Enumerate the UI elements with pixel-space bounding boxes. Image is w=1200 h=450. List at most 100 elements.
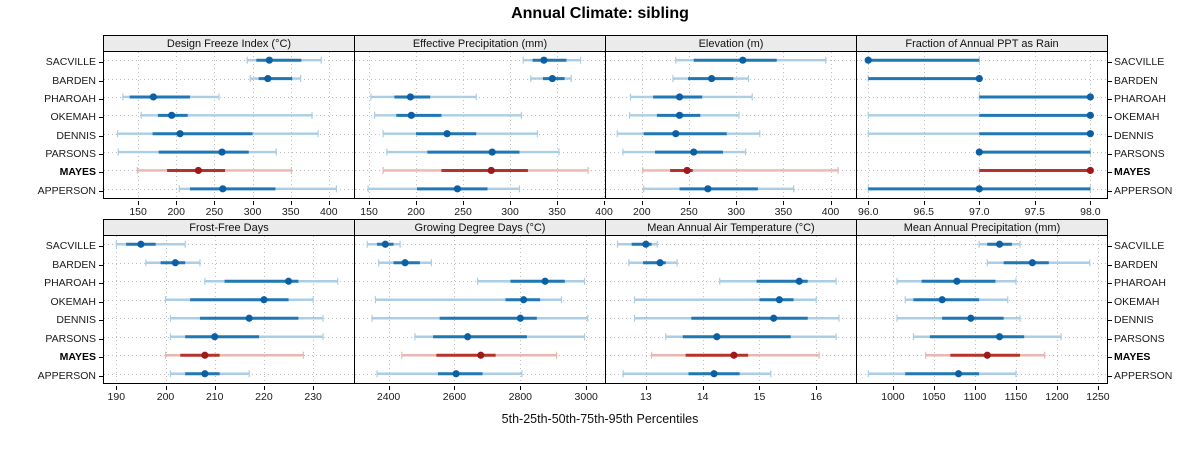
median-dot: [656, 259, 664, 267]
station-label-left: PHAROAH: [44, 92, 96, 105]
x-tick: [642, 201, 643, 205]
x-tick: [369, 201, 370, 205]
median-dot: [683, 166, 691, 175]
median-dot: [672, 130, 680, 138]
median-dot: [137, 240, 145, 248]
station-label-right: PARSONS: [1114, 148, 1165, 161]
x-tick-label: 300: [501, 206, 519, 218]
median-dot: [245, 314, 253, 322]
panel-border: [103, 51, 355, 199]
y-tick-right: [1108, 136, 1112, 137]
x-tick-label: 190: [107, 391, 126, 403]
median-dot: [260, 296, 268, 304]
station-label-left: PARSONS: [45, 148, 96, 161]
x-tick: [586, 386, 587, 390]
x-tick: [313, 386, 314, 390]
x-tick-label: 15: [753, 391, 766, 403]
median-dot: [967, 314, 975, 322]
panel-header: Frost-Free Days: [103, 219, 355, 236]
median-dot: [1028, 259, 1036, 267]
y-tick-left: [99, 339, 103, 340]
median-dot: [995, 240, 1004, 248]
median-dot: [381, 240, 389, 248]
station-label-right: DENNIS: [1114, 314, 1154, 327]
x-tick-label: 13: [640, 391, 652, 403]
median-dot: [520, 296, 528, 304]
x-tick-label: 220: [255, 391, 273, 403]
station-label-left: MAYES: [59, 166, 96, 179]
station-label-left: PARSONS: [45, 332, 96, 345]
x-tick: [215, 386, 216, 390]
panel-plot: [605, 51, 857, 199]
x-tick: [646, 386, 647, 390]
median-dot: [541, 277, 549, 285]
station-label-right: OKEMAH: [1114, 295, 1160, 308]
station-label-left: OKEMAH: [50, 111, 96, 124]
station-label-left: APPERSON: [37, 369, 96, 382]
panel-border: [103, 235, 355, 384]
x-tick-label: 1000: [881, 391, 905, 403]
median-dot: [642, 240, 650, 248]
y-tick-left: [99, 154, 103, 155]
x-tick: [736, 201, 737, 205]
panel-header: Mean Annual Precipitation (mm): [856, 219, 1108, 236]
panel-border: [354, 235, 606, 384]
x-tick-label: 150: [129, 206, 147, 218]
station-label-right: MAYES: [1114, 351, 1151, 364]
panel-header: Design Freeze Index (°C): [103, 35, 355, 52]
x-tick-label: 250: [680, 206, 698, 218]
y-tick-right: [1108, 339, 1112, 340]
median-dot: [194, 166, 202, 175]
median-dot: [488, 148, 496, 156]
x-tick: [463, 201, 464, 205]
panel-header: Elevation (m): [605, 35, 857, 52]
x-tick: [783, 201, 784, 205]
panel-plot: [856, 235, 1108, 384]
y-tick-right: [1108, 302, 1112, 303]
x-tick-label: 3000: [574, 391, 598, 403]
y-tick-left: [99, 265, 103, 266]
x-tick-label: 300: [243, 206, 262, 218]
y-tick-left: [99, 320, 103, 321]
median-dot: [704, 185, 712, 193]
median-dot: [954, 370, 963, 378]
x-tick: [138, 201, 139, 205]
median-dot: [953, 277, 961, 285]
x-tick-label: 300: [727, 206, 745, 218]
median-dot: [975, 74, 983, 83]
y-tick-left: [99, 172, 103, 173]
x-tick-label: 96.5: [913, 206, 934, 218]
y-tick-left: [99, 302, 103, 303]
median-dot: [938, 296, 946, 304]
median-dot: [201, 370, 209, 378]
x-tick: [924, 201, 925, 205]
x-tick: [703, 386, 704, 390]
median-dot: [983, 351, 991, 359]
median-dot: [401, 259, 409, 267]
median-dot: [995, 333, 1004, 341]
median-dot: [739, 56, 747, 64]
y-tick-right: [1108, 172, 1112, 173]
x-tick-label: 1200: [1045, 391, 1069, 403]
median-dot: [795, 277, 803, 285]
y-tick-right: [1108, 376, 1112, 377]
y-tick-right: [1108, 357, 1112, 358]
x-tick: [604, 201, 605, 205]
median-dot: [710, 370, 718, 378]
y-tick-left: [99, 191, 103, 192]
x-tick-label: 200: [633, 206, 651, 218]
x-tick: [689, 201, 690, 205]
median-dot: [675, 93, 684, 101]
station-label-right: PARSONS: [1114, 332, 1165, 345]
panel-header: Effective Precipitation (mm): [354, 35, 606, 52]
station-label-right: OKEMAH: [1114, 111, 1160, 124]
x-tick-label: 2800: [508, 391, 533, 403]
x-tick: [510, 201, 511, 205]
median-dot: [1086, 111, 1094, 119]
median-dot: [452, 370, 460, 378]
panel-plot: [103, 235, 355, 384]
median-dot: [516, 314, 524, 322]
x-tick: [1090, 201, 1091, 205]
median-dot: [264, 74, 272, 83]
panel-header: Fraction of Annual PPT as Rain: [856, 35, 1108, 52]
